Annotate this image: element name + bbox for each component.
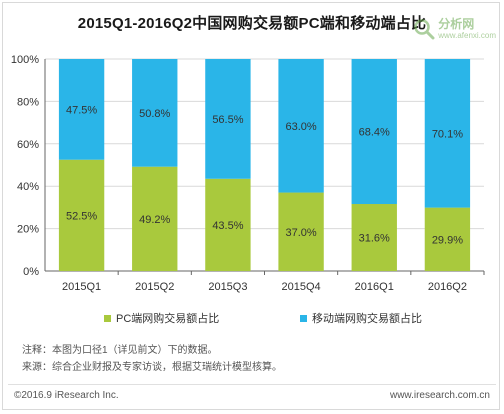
legend-label-mobile: 移动端网购交易额占比 [312, 313, 422, 325]
data-label: 63.0% [285, 121, 316, 133]
data-label: 31.6% [359, 233, 390, 245]
data-label: 49.2% [139, 214, 170, 226]
bar-segment-mobile [58, 59, 105, 160]
y-tick-label: 40% [17, 181, 39, 193]
y-tick-label: 20% [17, 224, 39, 236]
note-source: 来源：综合企业财报及专家访谈，根据艾瑞统计模型核算。 [22, 362, 282, 373]
x-tick-label: 2016Q2 [428, 281, 467, 293]
data-label: 37.0% [285, 227, 316, 239]
data-label: 29.9% [432, 234, 463, 246]
bar-segment-pc [205, 178, 251, 271]
bar-segment-mobile [351, 59, 397, 205]
note-scope: 注释：本图为口径1（详见前文）下的数据。 [22, 345, 218, 356]
watermark-logo: 分析网 www.afenxi.com [413, 14, 496, 44]
chart-notes: 注释：本图为口径1（详见前文）下的数据。 来源：综合企业财报及专家访谈，根据艾瑞… [22, 342, 282, 376]
watermark-url: www.afenxi.com [438, 31, 496, 40]
chart-frame [2, 2, 500, 410]
x-tick-label: 2015Q4 [282, 281, 321, 293]
watermark-name: 分析网 [438, 17, 475, 31]
data-label: 68.4% [359, 127, 390, 139]
legend-swatch-pc [104, 314, 111, 322]
magnifier-icon [414, 19, 435, 40]
chart-title: 2015Q1-2016Q2中国网购交易额PC端和移动端占比 [77, 15, 427, 32]
footer-copyright: ©2016.9 iResearch Inc. [14, 390, 119, 401]
footer-website: www.iresearch.com.cn [389, 390, 490, 401]
y-tick-label: 100% [11, 54, 39, 66]
stacked-bar-chart: 0% 20% 40% 60% 80% 100% 52.5% 47.5% 2015Q1 49.2% 5… [11, 54, 485, 293]
data-label: 43.5% [212, 220, 243, 232]
bar-segment-pc [58, 159, 105, 271]
x-tick-label: 2015Q3 [208, 281, 247, 293]
footer-divider [8, 384, 496, 385]
y-tick-label: 60% [17, 139, 39, 151]
legend-swatch-mobile [300, 314, 307, 322]
data-label: 47.5% [66, 104, 97, 116]
bar-segment-pc [278, 192, 324, 271]
bar-segment-pc [351, 204, 397, 271]
bar-segment-mobile [424, 59, 471, 208]
legend-item-pc: PC端网购交易额占比 [104, 310, 219, 326]
x-tick-label: 2015Q2 [135, 281, 174, 293]
y-tick-label: 80% [17, 96, 39, 108]
data-label: 70.1% [432, 128, 463, 140]
bar-segment-mobile [132, 59, 178, 167]
data-label: 52.5% [66, 210, 97, 222]
data-label: 50.8% [139, 108, 170, 120]
bar-segment-pc [132, 166, 178, 271]
legend-item-mobile: 移动端网购交易额占比 [300, 310, 422, 326]
y-tick-label: 0% [23, 266, 39, 278]
data-label: 56.5% [212, 114, 243, 126]
bar-segment-pc [424, 207, 471, 271]
bar-segment-mobile [278, 59, 324, 193]
legend-label-pc: PC端网购交易额占比 [116, 313, 220, 325]
x-tick-label: 2015Q1 [62, 281, 101, 293]
x-tick-label: 2016Q1 [355, 281, 394, 293]
bar-segment-mobile [205, 59, 251, 179]
